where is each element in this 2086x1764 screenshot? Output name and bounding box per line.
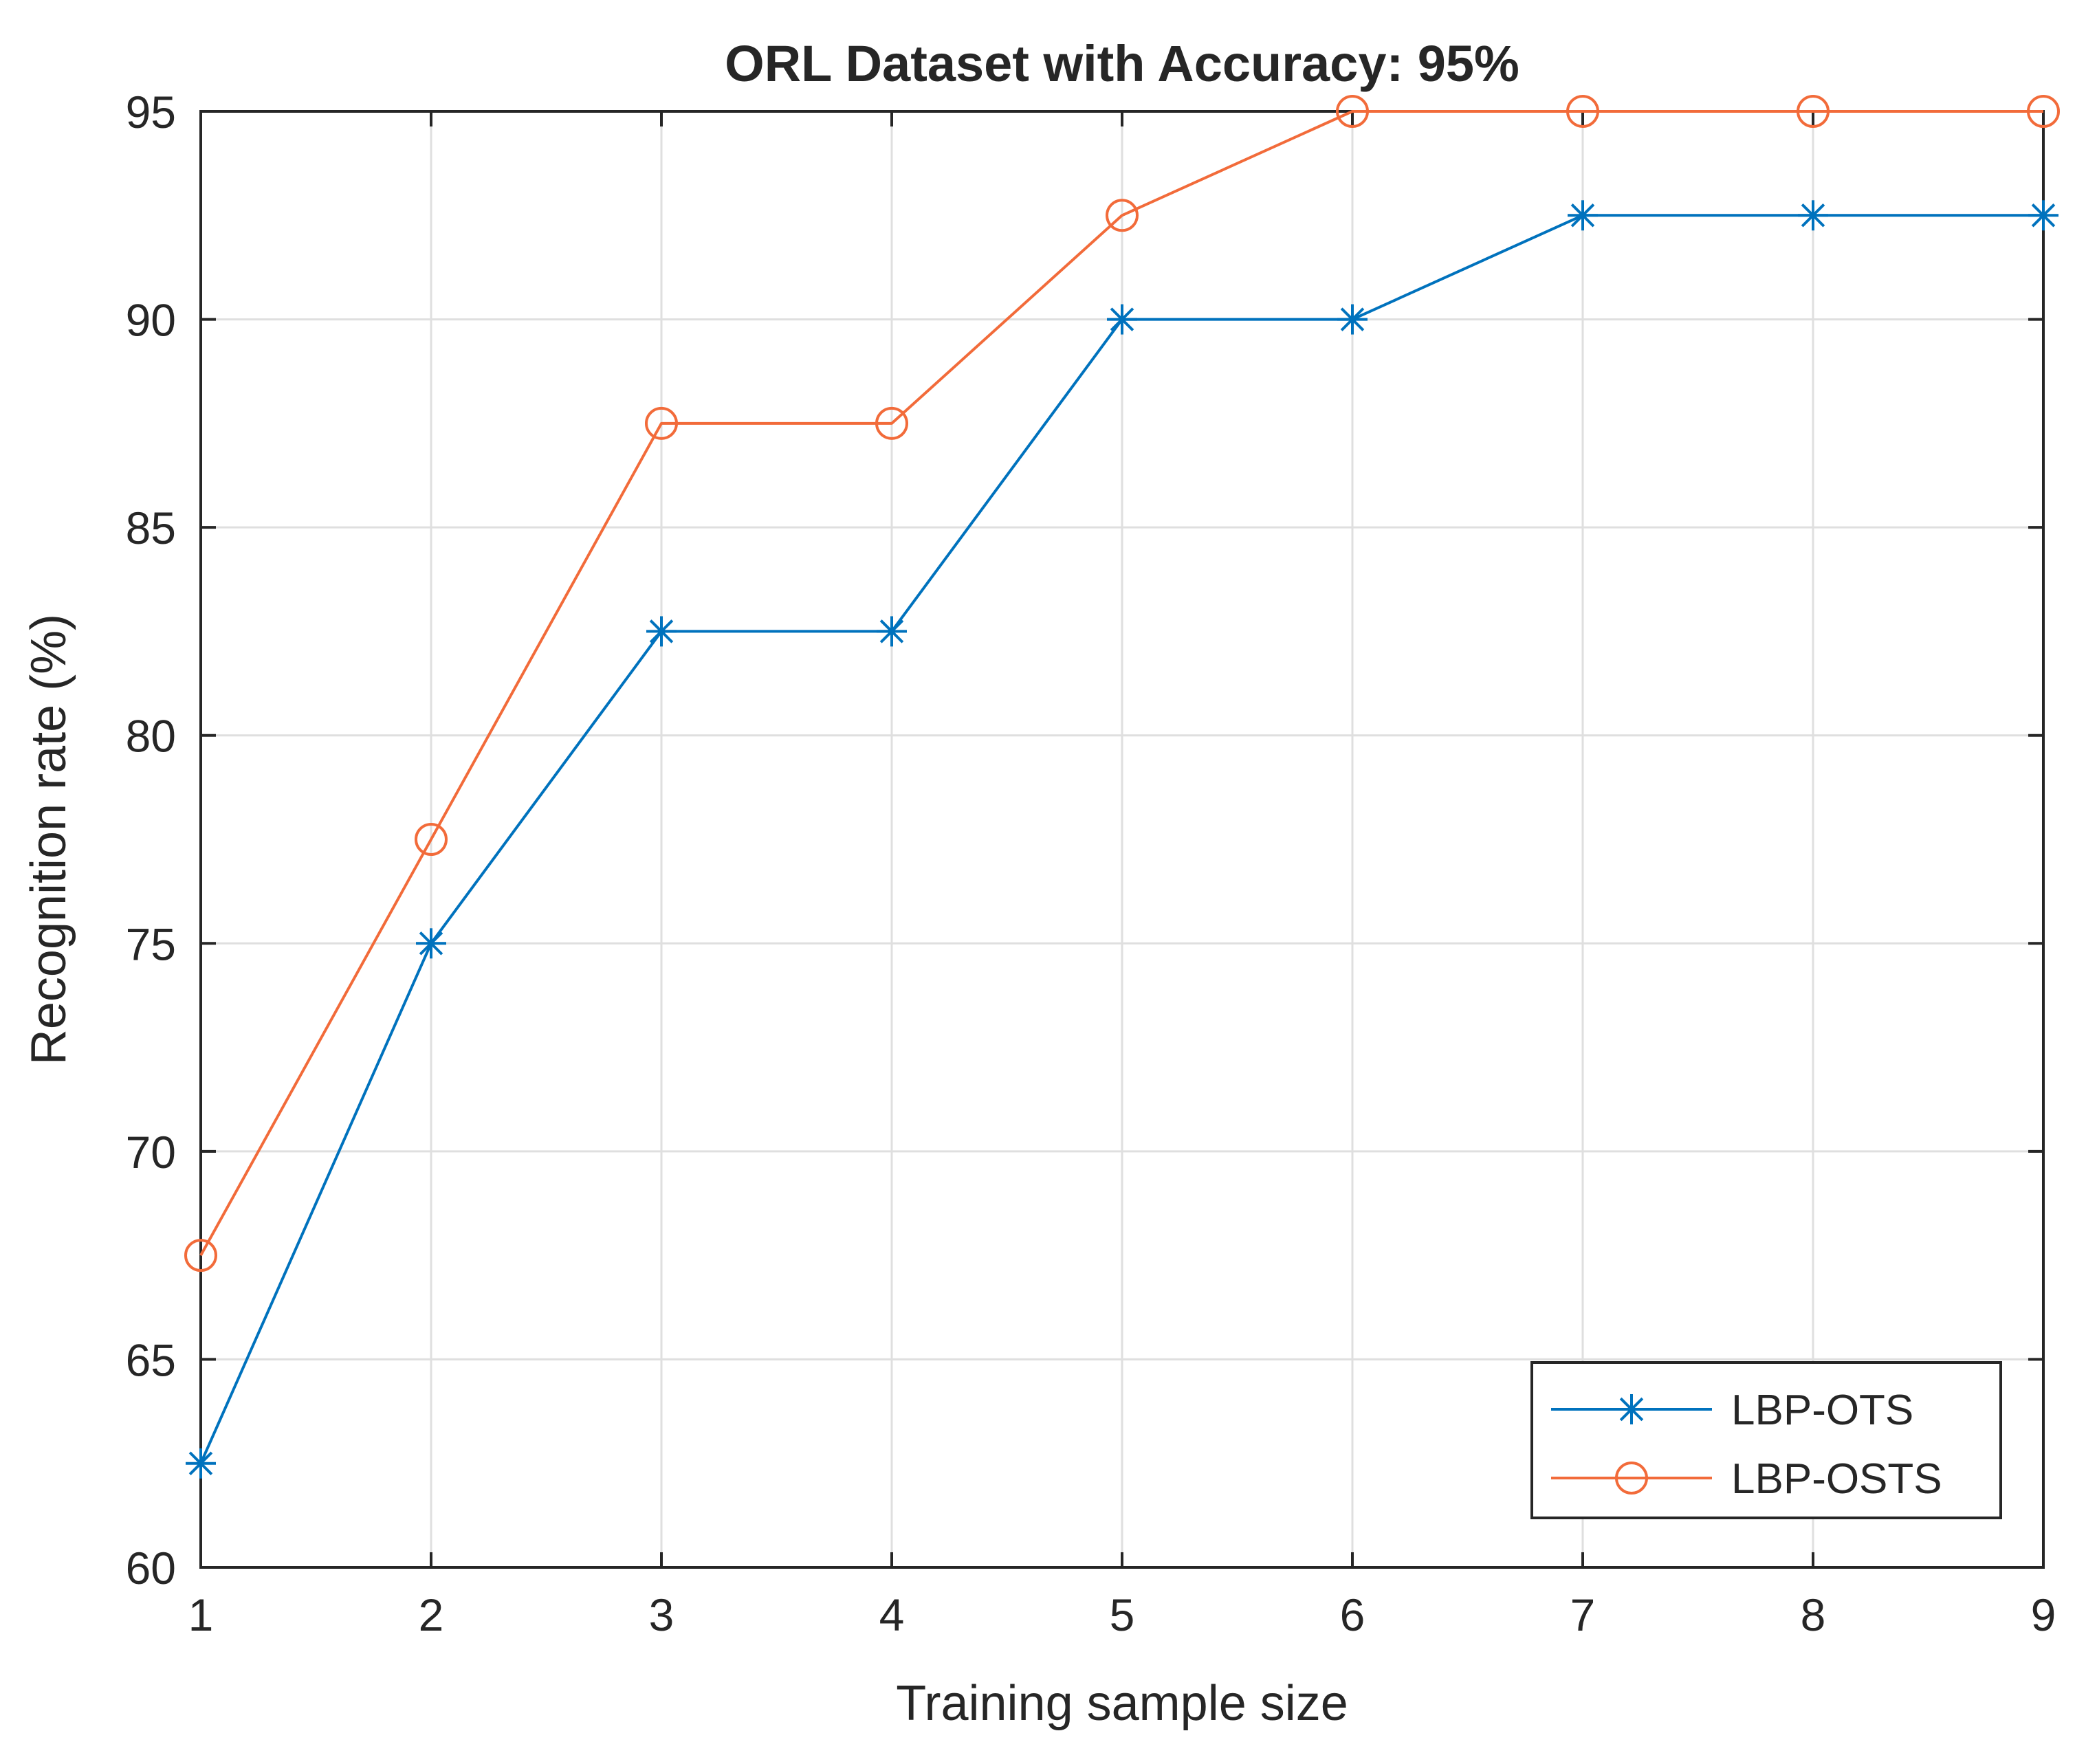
x-axis-label: Training sample size: [896, 1676, 1348, 1731]
legend-label: LBP-OSTS: [1731, 1455, 1942, 1503]
series-group: [184, 95, 2060, 1479]
x-tick-label: 3: [649, 1589, 674, 1640]
series-lbp-ots: [186, 200, 2058, 1479]
data-point-lbp-osts: [875, 406, 908, 440]
legend-marker-lbp-ots-stroke: [1619, 1397, 1644, 1422]
data-point-lbp-osts: [2027, 95, 2060, 128]
data-point-lbp-osts: [1336, 95, 1369, 128]
x-tick-label: 6: [1340, 1589, 1365, 1640]
y-tick-label: 60: [126, 1543, 176, 1594]
data-point-lbp-ots: [646, 616, 677, 647]
x-tick-label: 5: [1110, 1589, 1135, 1640]
y-tick-label: 90: [126, 295, 176, 346]
y-axis-tick-labels: 60 65 70 75 80 85 90 95: [126, 87, 176, 1594]
data-point-lbp-ots-stroke: [879, 619, 904, 643]
data-point-lbp-ots-stroke: [1801, 203, 1825, 228]
y-tick-label: 70: [126, 1127, 176, 1178]
data-point-lbp-ots-stroke: [2031, 203, 2056, 228]
data-point-lbp-osts: [645, 406, 678, 440]
data-point-lbp-ots-stroke: [419, 931, 443, 956]
legend: LBP-OTS LBP-OSTS: [1530, 1361, 2002, 1519]
legend-box: [1530, 1361, 2002, 1519]
x-tick-label: 2: [419, 1589, 444, 1640]
x-tick-label: 1: [188, 1589, 214, 1640]
data-point-lbp-ots: [186, 1448, 216, 1479]
legend-marker-lbp-osts: [1615, 1462, 1648, 1495]
chart-title: ORL Dataset with Accuracy: 95%: [725, 35, 1519, 92]
y-tick-label: 85: [126, 503, 176, 553]
legend-marker-lbp-ots: [1616, 1394, 1647, 1424]
data-point-lbp-ots-stroke: [1570, 203, 1595, 228]
y-tick-label: 65: [126, 1334, 176, 1385]
y-tick-label: 80: [126, 711, 176, 762]
tick-marks: [199, 110, 2045, 1569]
data-point-lbp-ots-stroke: [1340, 307, 1365, 331]
legend-item-lbp-ots: LBP-OTS: [1551, 1387, 1913, 1434]
data-point-lbp-osts: [1797, 95, 1830, 128]
series-lbp-osts: [184, 95, 2060, 1272]
data-point-lbp-ots: [1798, 200, 1828, 231]
data-point-lbp-osts: [415, 823, 448, 856]
data-point-lbp-ots: [877, 616, 907, 647]
data-point-lbp-ots-stroke: [1110, 307, 1134, 331]
y-tick-label: 95: [126, 87, 176, 137]
data-point-lbp-ots: [1107, 304, 1137, 335]
data-point-lbp-ots: [416, 928, 446, 959]
x-axis-tick-labels: 1 2 3 4 5 6 7 8 9: [188, 1589, 2056, 1640]
data-point-lbp-ots-stroke: [188, 1451, 213, 1475]
data-point-lbp-ots: [1568, 200, 1598, 231]
legend-item-lbp-osts: LBP-OSTS: [1551, 1455, 1942, 1503]
data-point-lbp-ots-stroke: [649, 619, 674, 643]
legend-items: LBP-OTS LBP-OSTS: [1551, 1387, 1942, 1503]
y-axis-label: Recognition rate (%): [21, 614, 76, 1065]
data-point-lbp-ots: [2028, 200, 2058, 231]
series-line-lbp-osts: [199, 110, 2043, 1257]
x-tick-label: 4: [879, 1589, 905, 1640]
x-tick-label: 9: [2031, 1589, 2056, 1640]
x-tick-label: 7: [1570, 1589, 1596, 1640]
y-tick-label: 75: [126, 918, 176, 969]
x-tick-label: 8: [1801, 1589, 1826, 1640]
data-point-lbp-osts: [1106, 199, 1139, 232]
data-point-lbp-ots: [1337, 304, 1368, 335]
data-point-lbp-osts: [1566, 95, 1599, 128]
legend-label: LBP-OTS: [1731, 1387, 1913, 1434]
data-point-lbp-osts: [184, 1239, 217, 1272]
